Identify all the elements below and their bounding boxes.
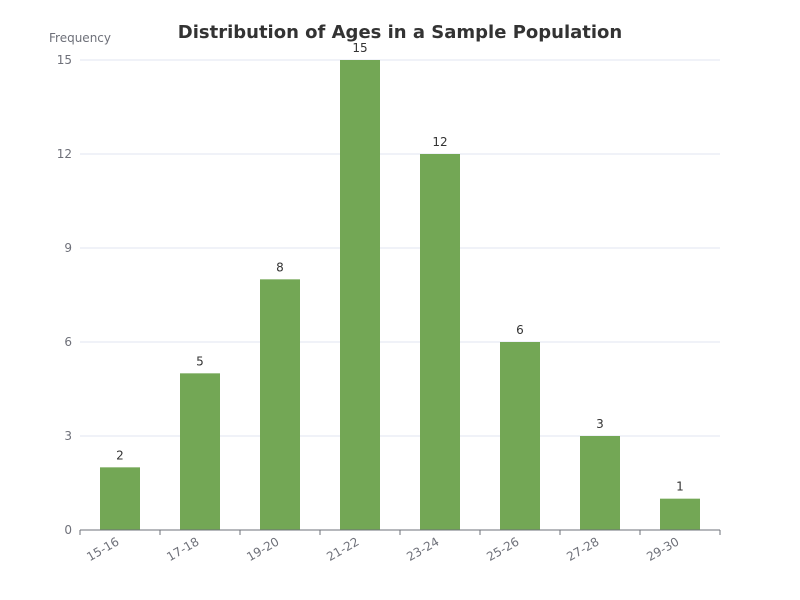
bars <box>100 60 700 530</box>
x-tick-label: 27-28 <box>564 534 601 564</box>
data-label: 6 <box>516 323 524 337</box>
y-tick-label: 6 <box>64 335 72 349</box>
bar <box>340 60 380 530</box>
gridlines <box>80 59 720 437</box>
y-tick-label: 12 <box>57 147 72 161</box>
y-tick-label: 0 <box>64 523 72 537</box>
x-tick-label: 21-22 <box>324 534 361 564</box>
bar <box>580 436 620 530</box>
data-label: 2 <box>116 448 124 462</box>
x-tick-label: 25-26 <box>484 534 521 564</box>
x-tick-label: 15-16 <box>84 534 121 564</box>
bar <box>180 373 220 530</box>
x-tick-label: 19-20 <box>244 534 281 564</box>
data-label: 15 <box>352 41 367 55</box>
data-label: 3 <box>596 417 604 431</box>
data-label: 8 <box>276 260 284 274</box>
y-tick-label: 9 <box>64 241 72 255</box>
y-axis-label: Frequency <box>49 31 111 45</box>
y-tick-label: 15 <box>57 53 72 67</box>
chart-title: Distribution of Ages in a Sample Populat… <box>178 22 622 43</box>
x-tick-label: 17-18 <box>164 534 201 564</box>
data-label: 12 <box>432 135 447 149</box>
data-label: 5 <box>196 354 204 368</box>
y-tick-label: 3 <box>64 429 72 443</box>
x-tick-label: 23-24 <box>404 534 441 564</box>
x-tick-label: 29-30 <box>644 534 681 564</box>
bar <box>100 467 140 530</box>
bar <box>500 342 540 530</box>
bar <box>260 279 300 530</box>
bar <box>420 154 460 530</box>
data-label: 1 <box>676 480 684 494</box>
bar <box>660 498 700 530</box>
axes <box>79 529 721 535</box>
